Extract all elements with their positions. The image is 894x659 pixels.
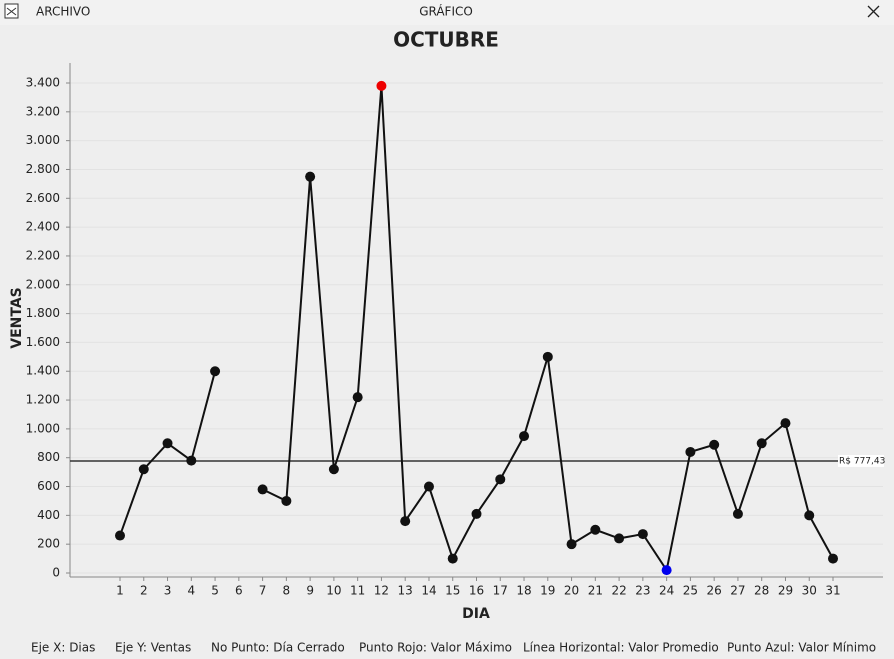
x-tick-label: 23 xyxy=(635,584,650,598)
data-point xyxy=(352,392,363,403)
y-tick-label: 600 xyxy=(37,479,60,493)
data-point xyxy=(210,366,221,377)
data-point xyxy=(281,495,292,506)
average-label-bg xyxy=(838,454,884,467)
y-tick-label: 1.200 xyxy=(26,393,60,407)
window-title: GRÁFICO xyxy=(419,4,473,19)
y-tick-label: 3.200 xyxy=(26,104,60,118)
x-tick-label: 26 xyxy=(707,584,722,598)
y-tick-label: 2.600 xyxy=(26,191,60,205)
x-tick-label: 8 xyxy=(283,584,291,598)
x-tick-label: 29 xyxy=(778,584,793,598)
x-tick-label: 31 xyxy=(825,584,840,598)
app-icon xyxy=(4,3,19,19)
data-point xyxy=(328,464,339,475)
x-tick-label: 10 xyxy=(326,584,341,598)
x-tick-label: 5 xyxy=(211,584,219,598)
x-tick-label: 17 xyxy=(493,584,508,598)
data-point xyxy=(614,533,625,544)
y-tick-label: 400 xyxy=(37,508,60,522)
y-tick-label: 3.400 xyxy=(26,76,60,90)
chart-title: OCTUBRE xyxy=(393,28,499,52)
data-point xyxy=(780,418,791,429)
x-tick-label: 18 xyxy=(516,584,531,598)
x-tick-label: 25 xyxy=(683,584,698,598)
data-point xyxy=(447,553,458,564)
average-label: R$ 777,43 xyxy=(839,456,885,466)
x-tick-label: 16 xyxy=(469,584,484,598)
x-tick-label: 9 xyxy=(306,584,314,598)
data-point xyxy=(376,80,387,91)
y-tick-label: 1.800 xyxy=(26,306,60,320)
data-point xyxy=(637,529,648,540)
menu-archivo[interactable]: ARCHIVO xyxy=(36,5,90,19)
x-axis-label: DIA xyxy=(462,606,490,622)
x-tick-label: 12 xyxy=(374,584,389,598)
data-point xyxy=(138,464,149,475)
y-tick-label: 0 xyxy=(52,566,60,580)
data-point xyxy=(257,484,268,495)
x-tick-label: 28 xyxy=(754,584,769,598)
x-tick-label: 20 xyxy=(564,584,579,598)
footer-note: Eje X: Dias xyxy=(31,641,95,655)
title-bar xyxy=(0,0,894,25)
footer-note: Punto Azul: Valor Mínimo xyxy=(727,641,876,655)
y-tick-label: 1.400 xyxy=(26,364,60,378)
data-point xyxy=(423,481,434,492)
data-point xyxy=(685,446,696,457)
data-point xyxy=(756,438,767,449)
data-point xyxy=(305,171,316,182)
data-point xyxy=(732,508,743,519)
data-point xyxy=(400,516,411,527)
data-point xyxy=(804,510,815,521)
y-tick-label: 1.000 xyxy=(26,421,60,435)
data-point xyxy=(542,351,553,362)
y-tick-label: 2.200 xyxy=(26,248,60,262)
x-tick-label: 7 xyxy=(259,584,267,598)
footer-note: Punto Rojo: Valor Máximo xyxy=(359,641,512,655)
x-tick-label: 21 xyxy=(588,584,603,598)
x-tick-label: 14 xyxy=(421,584,436,598)
x-tick-label: 30 xyxy=(802,584,817,598)
y-tick-label: 800 xyxy=(37,450,60,464)
x-tick-label: 27 xyxy=(730,584,745,598)
data-point xyxy=(709,439,720,450)
footer: Eje X: Dias Eje Y: Ventas No Punto: Día Ce… xyxy=(31,641,876,655)
data-point xyxy=(162,438,173,449)
footer-note: No Punto: Día Cerrado xyxy=(211,641,345,655)
x-tick-label: 4 xyxy=(187,584,195,598)
data-point xyxy=(495,474,506,485)
data-point xyxy=(471,508,482,519)
y-tick-label: 2.000 xyxy=(26,277,60,291)
x-tick-label: 6 xyxy=(235,584,243,598)
footer-note: Línea Horizontal: Valor Promedio xyxy=(523,641,719,655)
x-tick-label: 3 xyxy=(164,584,172,598)
y-tick-label: 1.600 xyxy=(26,335,60,349)
data-point xyxy=(828,553,838,564)
x-tick-label: 24 xyxy=(659,584,674,598)
y-tick-label: 2.400 xyxy=(26,220,60,234)
y-tick-label: 2.800 xyxy=(26,162,60,176)
x-tick-label: 1 xyxy=(116,584,124,598)
x-tick-label: 13 xyxy=(398,584,413,598)
y-axis-label: VENTAS xyxy=(9,287,25,349)
data-point xyxy=(566,539,577,550)
close-button[interactable] xyxy=(867,5,880,18)
y-tick-label: 200 xyxy=(37,537,60,551)
data-point xyxy=(115,530,125,541)
x-tick-label: 19 xyxy=(540,584,555,598)
data-point xyxy=(519,431,530,442)
footer-note: Eje Y: Ventas xyxy=(115,641,191,655)
data-point xyxy=(186,455,197,466)
x-tick-label: 2 xyxy=(140,584,148,598)
data-point xyxy=(661,565,672,576)
x-tick-label: 22 xyxy=(611,584,626,598)
y-tick-label: 3.000 xyxy=(26,133,60,147)
x-tick-label: 11 xyxy=(350,584,365,598)
data-point xyxy=(590,524,601,535)
x-tick-label: 15 xyxy=(445,584,460,598)
